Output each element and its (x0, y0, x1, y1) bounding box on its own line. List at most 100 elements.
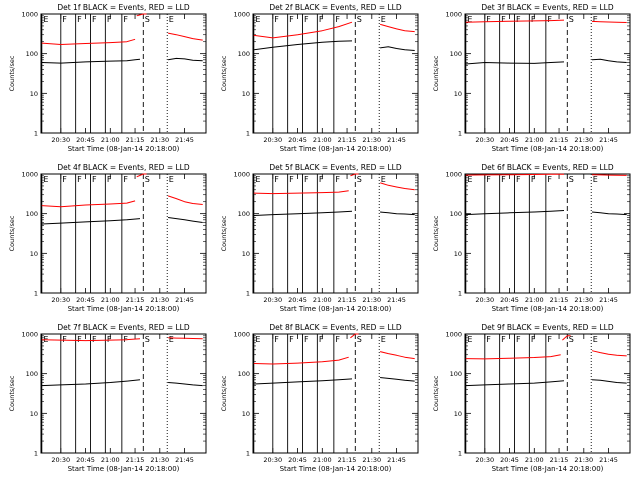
series-events-line (41, 218, 141, 225)
x-tick-label: 21:30 (150, 296, 169, 304)
detector-panel-3: Det 3f BLACK = Events, RED = LLD Start Ti… (432, 3, 631, 153)
x-tick-label: 21:45 (387, 456, 406, 464)
x-tick-label: 21:15 (550, 456, 569, 464)
detector-panel-8: Det 8f BLACK = Events, RED = LLD Start Ti… (220, 323, 419, 473)
plot-frame (464, 173, 631, 294)
plot-frame (40, 333, 207, 454)
marker-label: F (304, 335, 309, 344)
marker-label: F (319, 175, 324, 184)
y-axis-label: Counts/sec (8, 55, 16, 91)
series-lld-line (465, 354, 561, 360)
x-tick-label: 21:00 (525, 136, 544, 144)
series-events-line (168, 217, 203, 223)
marker-label: F (486, 15, 491, 24)
y-tick-label: 10 (454, 250, 462, 258)
marker-label: F (547, 15, 552, 24)
series-events-line (253, 210, 353, 216)
x-tick-label: 20:30 (263, 296, 282, 304)
x-tick-label: 21:15 (338, 456, 357, 464)
marker-label: F (501, 335, 506, 344)
detector-panel-9: Det 9f BLACK = Events, RED = LLD Start Ti… (432, 323, 631, 473)
x-tick-label: 21:30 (574, 296, 593, 304)
x-tick-label: 21:30 (362, 296, 381, 304)
x-tick-label: 21:45 (387, 296, 406, 304)
y-tick-label: 1 (34, 130, 38, 138)
y-axis-label: Counts/sec (432, 375, 440, 411)
x-axis-label: Start Time (08-Jan-14 20:18:00) (280, 145, 392, 153)
x-axis-label: Start Time (08-Jan-14 20:18:00) (68, 465, 180, 473)
marker-label: F (62, 175, 67, 184)
panel-title: Det 3f BLACK = Events, RED = LLD (481, 3, 614, 12)
x-tick-label: 20:30 (51, 296, 70, 304)
plot-frame (252, 173, 419, 294)
x-axis-label: Start Time (08-Jan-14 20:18:00) (68, 145, 180, 153)
plot-frame (464, 13, 631, 134)
x-tick-label: 21:45 (599, 456, 618, 464)
marker-label: E (381, 335, 386, 344)
y-tick-label: 100 (450, 210, 462, 218)
x-tick-label: 21:00 (101, 456, 120, 464)
marker-label: E (467, 15, 472, 24)
series-lld-line (168, 337, 203, 340)
y-tick-label: 1000 (233, 331, 250, 339)
series-lld-line (591, 174, 627, 176)
x-axis-label: Start Time (08-Jan-14 20:18:00) (492, 145, 604, 153)
series-events-line (253, 40, 353, 51)
y-tick-label: 10 (30, 90, 38, 98)
marker-label: E (381, 175, 386, 184)
y-tick-label: 1000 (233, 11, 250, 19)
marker-label: E (43, 15, 48, 24)
marker-label: F (335, 175, 340, 184)
x-tick-label: 21:30 (150, 136, 169, 144)
series-lld-line (350, 333, 359, 339)
y-tick-label: 100 (238, 370, 250, 378)
marker-label: F (62, 15, 67, 24)
x-tick-label: 21:45 (387, 136, 406, 144)
detector-panel-2: Det 2f BLACK = Events, RED = LLD Start Ti… (220, 3, 419, 153)
series-lld-line (136, 13, 147, 17)
series-events-line (41, 58, 141, 64)
marker-label: E (467, 175, 472, 184)
marker-label: F (531, 15, 536, 24)
marker-label: S (145, 15, 150, 24)
marker-label: E (255, 335, 260, 344)
marker-label: S (357, 175, 362, 184)
marker-label: E (255, 15, 260, 24)
marker-label: E (169, 175, 174, 184)
x-tick-label: 20:30 (475, 136, 494, 144)
x-axis-label: Start Time (08-Jan-14 20:18:00) (280, 465, 392, 473)
detector-panel-4: Det 4f BLACK = Events, RED = LLD Start Ti… (8, 163, 207, 313)
y-axis-label: Counts/sec (432, 55, 440, 91)
series-events-line (465, 210, 565, 216)
y-tick-label: 100 (238, 210, 250, 218)
y-tick-label: 1000 (233, 171, 250, 179)
series-lld-line (562, 335, 571, 341)
series-lld-line (41, 338, 141, 342)
y-tick-label: 1000 (21, 331, 38, 339)
x-tick-label: 21:45 (175, 456, 194, 464)
detector-panel-5: Det 5f BLACK = Events, RED = LLD Start Ti… (220, 163, 419, 313)
x-tick-label: 20:45 (76, 456, 95, 464)
marker-label: E (467, 335, 472, 344)
x-tick-label: 20:30 (475, 456, 494, 464)
x-tick-label: 21:00 (313, 456, 332, 464)
marker-label: S (357, 15, 362, 24)
y-tick-label: 1000 (21, 11, 38, 19)
marker-label: F (62, 335, 67, 344)
y-axis-label: Counts/sec (8, 375, 16, 411)
x-tick-label: 20:30 (263, 136, 282, 144)
x-tick-label: 21:15 (550, 296, 569, 304)
series-lld-line (41, 38, 136, 45)
marker-label: F (274, 335, 279, 344)
panel-title: Det 5f BLACK = Events, RED = LLD (269, 163, 402, 172)
marker-label: F (77, 335, 82, 344)
marker-label: F (107, 15, 112, 24)
marker-label: E (169, 15, 174, 24)
y-tick-label: 1 (34, 450, 38, 458)
marker-label: F (335, 15, 340, 24)
marker-label: F (516, 335, 521, 344)
y-axis-label: Counts/sec (220, 375, 228, 411)
x-tick-label: 20:45 (288, 456, 307, 464)
series-lld-line (253, 21, 353, 39)
